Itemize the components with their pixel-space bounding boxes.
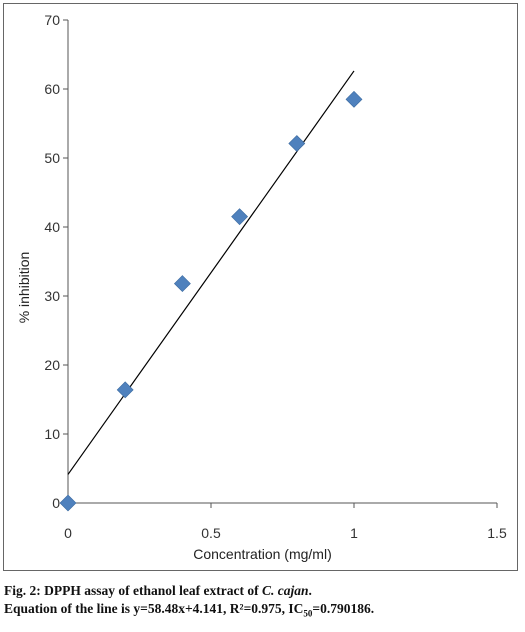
y-tick-label: 60 [44, 81, 60, 97]
caption-line-2: Equation of the line is y=58.48x+4.141, … [4, 600, 519, 623]
y-tick-label: 50 [44, 150, 60, 166]
x-axis-title: Concentration (mg/ml) [193, 546, 332, 562]
x-tick-label: 1 [350, 525, 358, 541]
data-point [345, 90, 363, 108]
caption-equation: Equation of the line is y=58.48x+4.141, … [4, 601, 304, 616]
figure-frame [3, 3, 518, 571]
data-points [59, 90, 363, 512]
data-point [116, 381, 134, 399]
y-tick-label: 10 [44, 426, 60, 442]
y-axis-title: % inhibition [16, 252, 32, 324]
data-point [231, 208, 249, 226]
y-tick-label: 0 [52, 495, 60, 511]
caption-ic-value: =0.790186. [312, 601, 375, 616]
caption-species: C. cajan [261, 583, 309, 598]
figure-caption: Fig. 2: DPPH assay of ethanol leaf extra… [4, 582, 519, 623]
data-point [288, 135, 306, 152]
y-tick-label: 70 [44, 12, 60, 28]
caption-title: Fig. 2: DPPH assay of ethanol leaf extra… [4, 583, 259, 598]
x-tick-label: 1.5 [487, 525, 507, 541]
x-ticks: 0 0.5 1 1.5 [64, 503, 507, 541]
trendline [67, 70, 355, 475]
y-tick-label: 20 [44, 357, 60, 373]
x-tick-label: 0 [64, 525, 72, 541]
scatter-chart: 0 0.5 1 1.5 0 10 20 30 40 50 60 70 Concentration (… [16, 12, 507, 562]
x-tick-label: 0.5 [201, 525, 221, 541]
caption-line-1: Fig. 2: DPPH assay of ethanol leaf extra… [4, 582, 519, 600]
y-tick-label: 30 [44, 288, 60, 304]
y-ticks: 0 10 20 30 40 50 60 70 [44, 12, 68, 511]
y-tick-label: 40 [44, 219, 60, 235]
data-point [59, 494, 77, 512]
caption-ic-subscript: 50 [303, 608, 313, 619]
data-point [173, 275, 191, 293]
caption-period: . [308, 583, 312, 598]
